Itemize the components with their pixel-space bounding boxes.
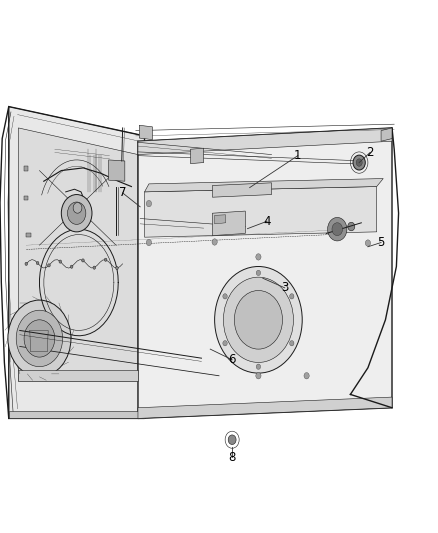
- Polygon shape: [109, 160, 125, 181]
- Circle shape: [356, 159, 362, 166]
- Circle shape: [365, 240, 371, 246]
- Circle shape: [24, 320, 55, 357]
- Circle shape: [48, 264, 50, 267]
- Bar: [26, 233, 31, 237]
- Circle shape: [256, 373, 261, 379]
- Circle shape: [290, 294, 294, 299]
- Circle shape: [73, 203, 82, 213]
- Circle shape: [81, 259, 84, 262]
- Circle shape: [304, 373, 309, 379]
- Circle shape: [348, 222, 355, 231]
- Circle shape: [234, 290, 283, 349]
- Circle shape: [223, 341, 227, 346]
- Circle shape: [16, 310, 63, 367]
- Polygon shape: [138, 128, 392, 418]
- Polygon shape: [191, 148, 204, 164]
- Circle shape: [228, 435, 236, 445]
- Circle shape: [353, 155, 365, 170]
- Circle shape: [215, 266, 302, 373]
- Bar: [24, 196, 28, 200]
- Text: 7: 7: [119, 187, 127, 199]
- Circle shape: [146, 239, 152, 246]
- Circle shape: [332, 223, 343, 236]
- Circle shape: [328, 217, 347, 241]
- Circle shape: [256, 254, 261, 260]
- Polygon shape: [212, 183, 272, 197]
- Circle shape: [36, 262, 39, 265]
- Polygon shape: [138, 128, 392, 155]
- Circle shape: [256, 364, 261, 369]
- Polygon shape: [18, 128, 138, 381]
- Polygon shape: [215, 215, 226, 224]
- Text: 2: 2: [366, 146, 374, 159]
- Circle shape: [212, 239, 217, 245]
- Text: 4: 4: [263, 215, 271, 228]
- Text: 5: 5: [378, 236, 385, 249]
- Polygon shape: [381, 128, 392, 141]
- Text: 6: 6: [228, 353, 236, 366]
- Circle shape: [290, 341, 294, 346]
- Circle shape: [71, 265, 73, 268]
- Circle shape: [67, 202, 86, 224]
- Circle shape: [223, 277, 293, 362]
- Polygon shape: [139, 125, 152, 140]
- Polygon shape: [212, 211, 245, 236]
- Polygon shape: [9, 107, 145, 418]
- Polygon shape: [145, 187, 377, 237]
- Bar: [24, 166, 28, 171]
- Circle shape: [146, 200, 152, 207]
- Circle shape: [61, 195, 92, 232]
- Circle shape: [223, 294, 227, 299]
- Polygon shape: [145, 179, 383, 192]
- Circle shape: [8, 300, 71, 377]
- Text: 8: 8: [229, 451, 236, 464]
- Circle shape: [59, 260, 62, 263]
- Polygon shape: [18, 370, 138, 381]
- Circle shape: [256, 270, 261, 276]
- Polygon shape: [138, 397, 392, 418]
- Circle shape: [93, 266, 95, 269]
- Circle shape: [116, 266, 118, 270]
- Text: 1: 1: [294, 149, 302, 162]
- Circle shape: [104, 258, 107, 261]
- Circle shape: [25, 262, 28, 265]
- Polygon shape: [9, 411, 145, 418]
- Text: 3: 3: [281, 281, 288, 294]
